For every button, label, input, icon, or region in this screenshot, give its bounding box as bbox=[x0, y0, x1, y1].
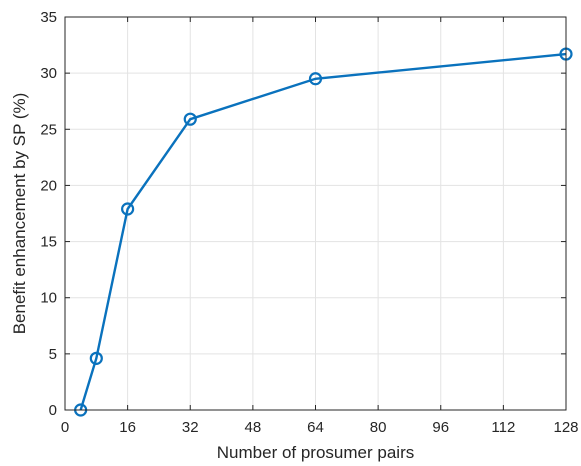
y-tick-label: 30 bbox=[40, 65, 57, 82]
y-tick-label: 15 bbox=[40, 234, 57, 251]
y-tick-label: 0 bbox=[49, 402, 57, 419]
y-tick-label: 5 bbox=[49, 346, 57, 363]
x-tick-label: 64 bbox=[307, 419, 324, 436]
x-tick-label: 128 bbox=[553, 419, 578, 436]
series-line bbox=[79, 52, 567, 411]
x-tick-label: 80 bbox=[370, 419, 387, 436]
x-tick-label: 48 bbox=[245, 419, 262, 436]
y-tick-label: 10 bbox=[40, 290, 57, 307]
x-tick-label: 16 bbox=[119, 419, 136, 436]
data-point-marker bbox=[183, 112, 197, 126]
y-axis-ticks: 0 5 10 15 20 25 30 35 bbox=[40, 9, 566, 419]
x-axis-ticks: 0 16 32 48 64 80 96 112 128 bbox=[61, 17, 579, 436]
grid-lines bbox=[64, 16, 567, 411]
y-tick-label: 25 bbox=[40, 121, 57, 138]
x-tick-label: 96 bbox=[432, 419, 449, 436]
y-axis-label: Benefit enhancement by SP (%) bbox=[10, 93, 29, 335]
y-tick-label: 35 bbox=[40, 9, 57, 26]
y-tick-label: 20 bbox=[40, 177, 57, 194]
x-axis-label: Number of prosumer pairs bbox=[217, 443, 414, 462]
data-point-marker bbox=[89, 351, 103, 365]
series-group bbox=[74, 47, 573, 417]
x-tick-label: 0 bbox=[61, 419, 69, 436]
x-tick-label: 112 bbox=[491, 419, 515, 436]
data-point-marker bbox=[308, 72, 323, 86]
x-tick-label: 32 bbox=[182, 419, 199, 436]
data-point-marker bbox=[121, 202, 135, 216]
